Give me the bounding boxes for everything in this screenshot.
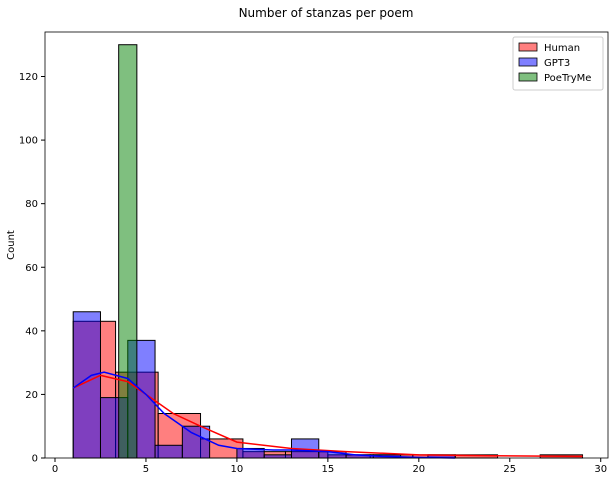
x-tick-label: 5 <box>143 464 149 475</box>
legend-swatch <box>518 42 538 52</box>
x-tick-label: 30 <box>594 464 607 475</box>
y-tick-label: 120 <box>19 72 38 83</box>
y-tick-label: 80 <box>25 199 38 210</box>
axes-frame <box>44 31 609 459</box>
legend-label: GPT3 <box>544 58 570 69</box>
bar <box>263 454 292 459</box>
y-tick-label: 0 <box>32 454 38 465</box>
y-tick-label: 20 <box>25 390 38 401</box>
legend-label: PoeTryMe <box>544 73 591 84</box>
x-tick-label: 20 <box>412 464 425 475</box>
x-tick-label: 25 <box>503 464 516 475</box>
chart-title: Number of stanzas per poem <box>239 6 414 20</box>
bar <box>154 444 183 459</box>
y-tick-label: 40 <box>25 326 38 337</box>
x-tick-label: 10 <box>231 464 244 475</box>
y-tick-label: 60 <box>25 263 38 274</box>
x-tick-label: 0 <box>52 464 58 475</box>
bar <box>118 44 138 459</box>
kde-line <box>72 374 583 458</box>
bar <box>181 425 211 459</box>
legend-swatch <box>518 72 538 82</box>
kde-line <box>72 371 456 459</box>
y-tick-label: 100 <box>19 136 38 147</box>
legend-swatch <box>518 57 538 67</box>
legend-label: Human <box>544 43 580 54</box>
y-axis-label: Count <box>6 230 17 260</box>
x-tick-label: 15 <box>321 464 334 475</box>
